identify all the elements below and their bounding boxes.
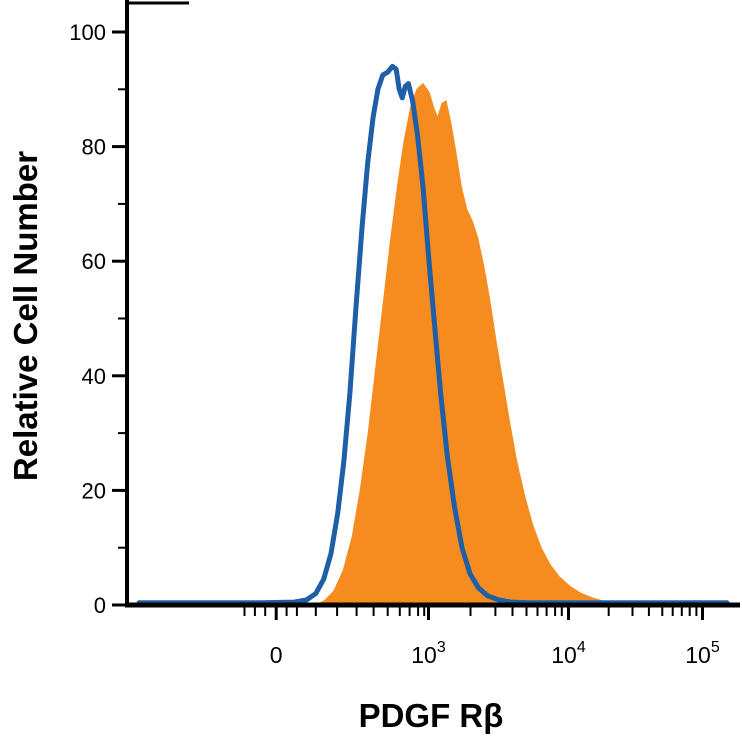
y-tick-label: 20 [82, 478, 106, 503]
y-tick-label: 40 [82, 364, 106, 389]
x-tick-label: 103 [411, 639, 446, 668]
y-tick-label: 0 [94, 593, 106, 618]
x-tick-label: 104 [551, 639, 586, 668]
x-tick-label: 105 [685, 639, 720, 668]
plot-frame [125, 0, 740, 608]
x-tick-label: 0 [270, 642, 283, 668]
filled-histogram-orange [315, 82, 654, 606]
x-axis-ticks: 0 103 104 105 [243, 607, 720, 668]
open-histogram-blue [136, 63, 730, 606]
y-tick-label: 60 [82, 249, 106, 274]
x-axis-label: PDGF Rβ [358, 697, 504, 734]
y-axis-ticks: 0 20 40 60 80 100 [69, 20, 127, 618]
y-axis-label: Relative Cell Number [7, 150, 44, 482]
y-tick-label: 100 [69, 20, 106, 45]
y-tick-label: 80 [82, 135, 106, 160]
